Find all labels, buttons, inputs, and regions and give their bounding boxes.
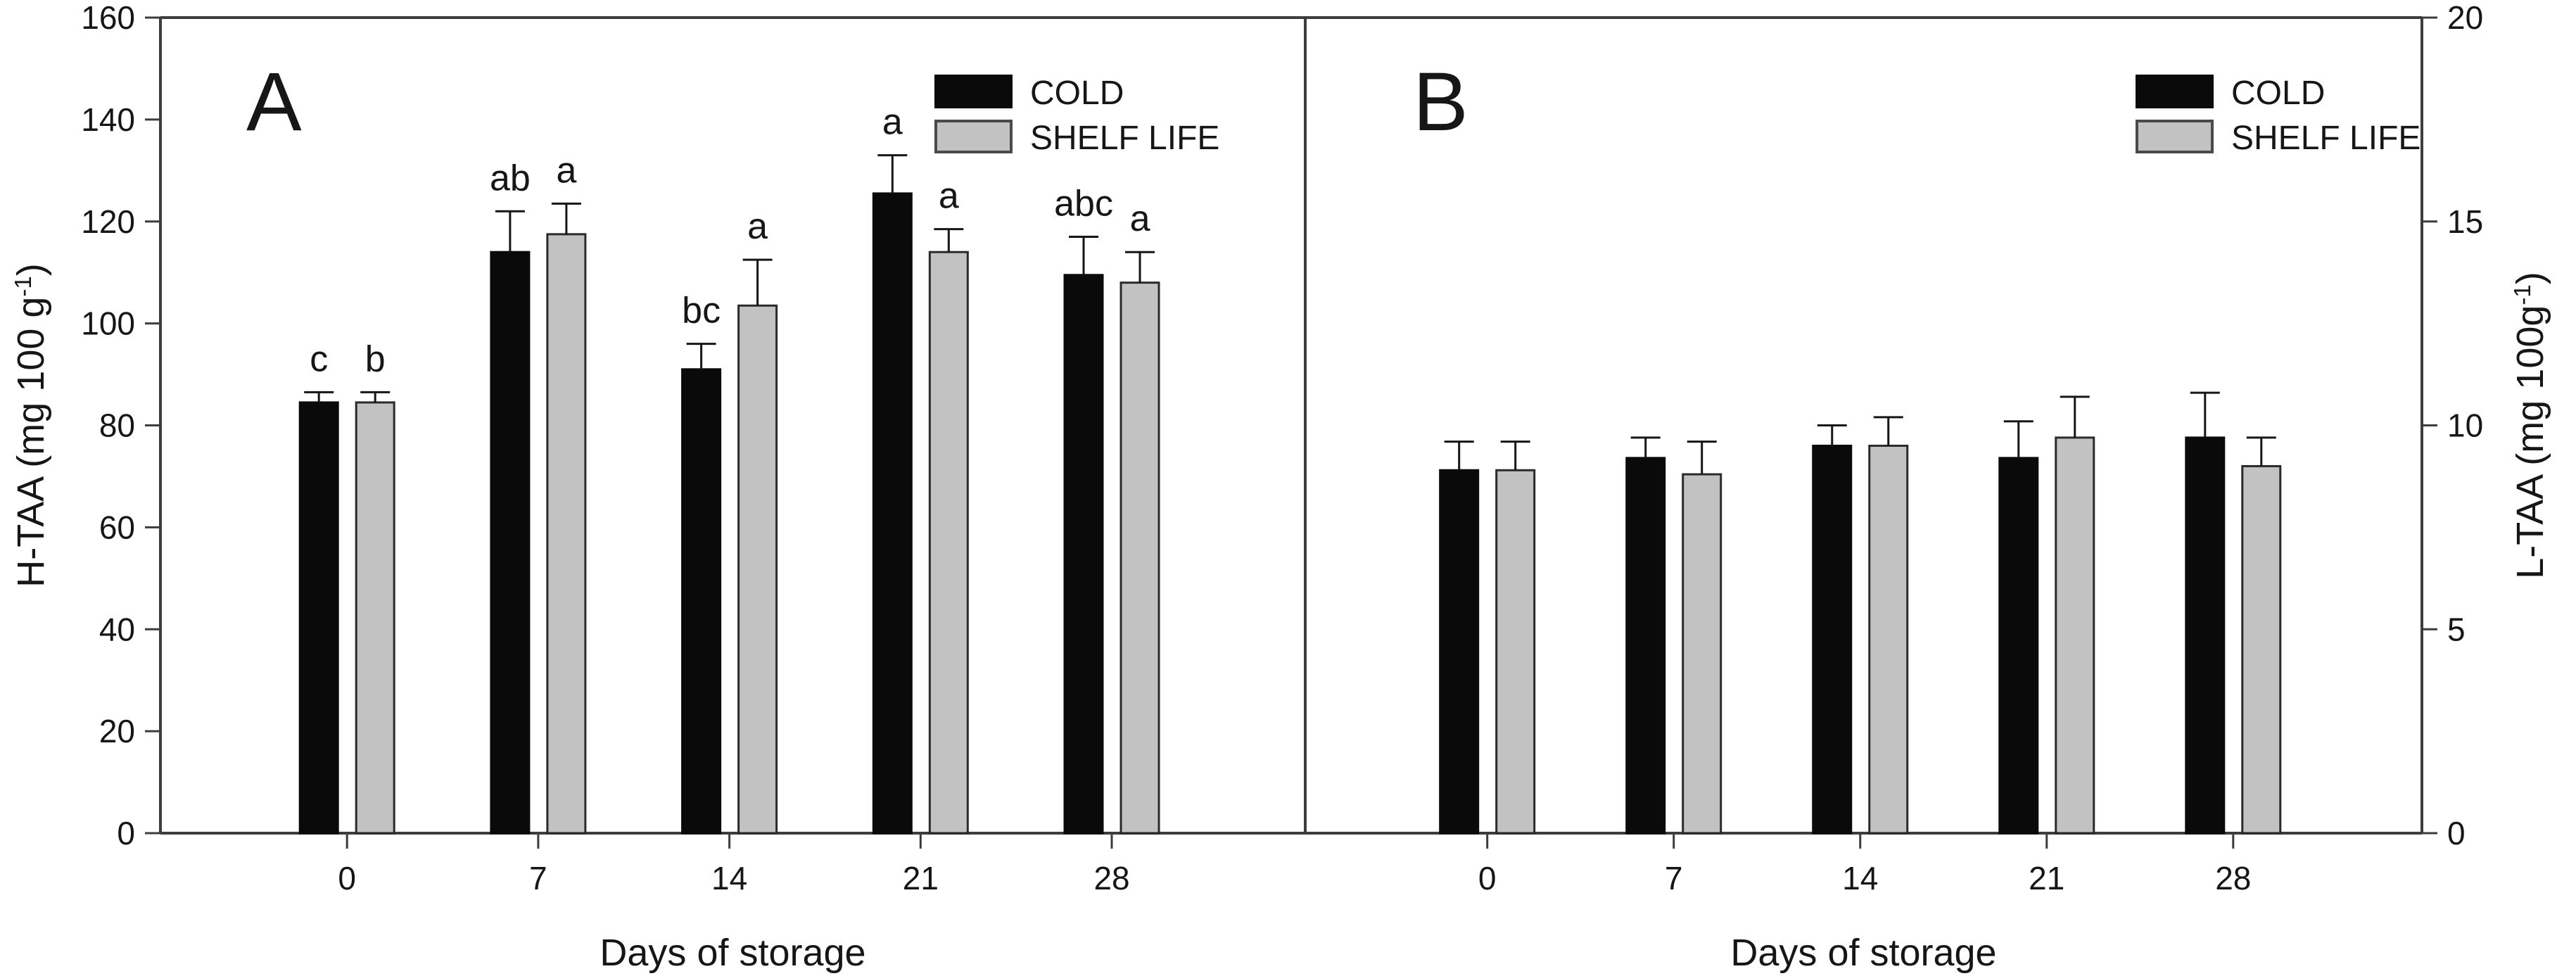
y-tick-label: 0 [2447,815,2466,851]
y-axis-title-B: L-TAA (mg 100g-1) [2509,272,2552,579]
error-bar [1069,235,1099,275]
x-tick-label: 7 [1665,860,1683,896]
bar-cold-day7 [1625,457,1666,835]
bar-cold-day28 [1063,274,1104,835]
x-tick-label: 0 [1478,860,1497,896]
y-tick-label: 60 [99,509,135,545]
y-tick-label: 20 [2447,0,2483,36]
error-bar [360,391,391,403]
significance-letter: a [747,206,768,247]
y-tick-label: 5 [2447,611,2466,647]
y-tick-label: 15 [2447,203,2483,240]
error-bar [1125,251,1155,283]
y-tick-label: 160 [81,0,135,36]
y-tick-label: 0 [117,815,135,851]
legend-label-cold: COLD [2231,75,2325,112]
x-tick-label: 14 [1842,860,1878,896]
bar-shelf-life-day14 [737,304,778,835]
error-bar [934,228,964,253]
significance-letter: a [1130,198,1150,239]
bar-shelf-life-day21 [2055,436,2095,835]
y-tick-label: 120 [81,203,135,240]
bar-cold-day0 [1439,469,1480,835]
legend-swatch-shelf-life [2136,120,2214,153]
significance-letter: a [556,150,576,191]
legend-label-shelf-life: SHELF LIFE [1030,120,1219,157]
y-tick-label: 20 [99,713,135,749]
error-bar [1687,441,1717,475]
y-tick-label: 100 [81,305,135,342]
error-bar [1817,424,1847,446]
y-tick-label: 140 [81,101,135,138]
panel-B: B 0 5 10 15 20 L-TAA (mg 100g-1) 0 7 14 21 28 Days o… [1413,0,2551,974]
x-tick-label: 7 [529,860,547,896]
legend-swatch-shelf-life [934,120,1013,153]
significance-letter: b [365,338,386,379]
x-tick-label: 14 [711,860,747,896]
bar-shelf-life-day14 [1868,444,1909,835]
y-axis-left: 0 20 40 60 80 100 120 140 160 [81,0,160,851]
bar-shelf-life-day28 [2241,464,2282,835]
significance-letter: a [939,176,959,217]
error-bar [2003,420,2033,458]
bar-cold-day21 [1998,457,2039,835]
bar-cold-day14 [681,368,722,835]
significance-letter: ab [490,158,531,198]
legend-label-shelf-life: SHELF LIFE [2231,120,2420,157]
significance-letter: abc [1054,183,1113,224]
y-tick-label: 80 [99,407,135,444]
bar-shelf-life-day7 [546,233,587,835]
error-bar [495,210,525,253]
y-tick-label: 10 [2447,407,2483,444]
x-axis-title-A: Days of storage [599,932,865,974]
panel-label-A: A [246,56,302,148]
legend-B: COLD SHELF LIFE [2136,75,2420,157]
x-tick-label: 0 [338,860,356,896]
error-bar [1630,436,1661,458]
y-tick-label: 40 [99,611,135,647]
bar-shelf-life-day28 [1119,281,1160,835]
error-bar [2190,391,2220,438]
bar-cold-day7 [490,251,531,835]
error-bar [877,154,908,194]
bar-shelf-life-day0 [355,401,395,835]
legend-swatch-cold [934,75,1013,108]
x-tick-label: 21 [2029,860,2064,896]
error-bar [2060,395,2090,438]
significance-letter: c [310,338,328,379]
error-bar [742,258,773,306]
error-bar [1500,441,1530,471]
bar-cold-day0 [298,401,339,835]
bar-cold-day14 [1812,444,1853,835]
error-bar [686,343,716,369]
x-tick-label: 28 [1093,860,1129,896]
error-bar [1873,416,1903,446]
legend-swatch-cold [2136,75,2214,108]
x-tick-label: 21 [903,860,939,896]
bar-cold-day28 [2185,436,2226,835]
bar-shelf-life-day21 [928,251,969,835]
bar-shelf-life-day0 [1495,469,1536,835]
x-axis-title-B: Days of storage [1730,932,1996,974]
error-bar [551,202,581,234]
x-tick-label: 28 [2215,860,2251,896]
bar-shelf-life-day7 [1682,473,1722,835]
error-bar [304,391,334,403]
error-bar [1444,441,1474,471]
y-axis-title-A: H-TAA (mg 100 g-1) [10,263,53,587]
y-axis-right: 0 5 10 15 20 [2422,0,2483,851]
panel-label-B: B [1413,56,1468,148]
significance-letter: bc [682,291,721,331]
significance-letter: a [882,102,903,143]
legend-label-cold: COLD [1030,75,1124,112]
error-bar [2246,436,2276,467]
bar-cold-day21 [872,192,913,835]
legend-A: COLD SHELF LIFE [934,75,1219,157]
